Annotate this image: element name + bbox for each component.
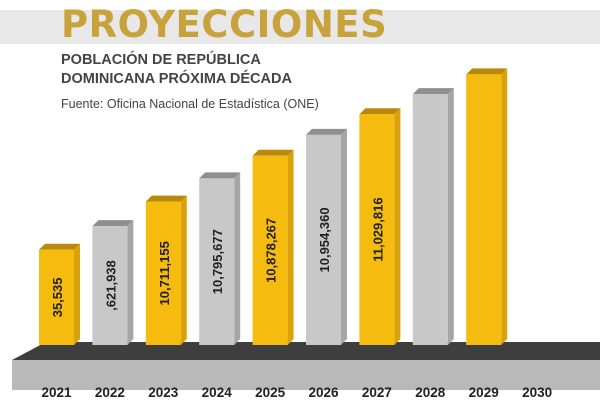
bar-top-2029 [466,68,508,75]
data-label-2021: 35,535 [50,278,65,318]
x-tick-label-2022: 2022 [95,385,125,400]
x-tick-label-2021: 2021 [41,385,72,400]
bar-side-2022 [127,220,134,345]
chart-subtitle: POBLACIÓN DE REPÚBLICA DOMINICANA PRÓXIM… [61,51,401,89]
x-tick-label-2024: 2024 [202,385,233,400]
data-label-2027: 11,029,816 [370,197,385,261]
x-tick-label-2023: 2023 [148,385,179,400]
bar-top-2022 [92,220,134,227]
bar-2026 [306,134,341,345]
bar-side-2026 [341,128,347,345]
bar-side-2024 [234,172,241,345]
bar-side-2025 [287,149,294,345]
chart-title: PROYECCIONES [61,3,388,46]
bar-2021 [39,249,74,345]
chart-header: PROYECCIONES POBLACIÓN DE REPÚBLICA DOMI… [0,0,600,120]
data-label-2025: 10,878,267 [264,218,279,283]
bar-2025 [252,155,288,345]
bar-side-2023 [180,195,187,345]
bar-side-2028 [447,88,454,346]
bar-top-2026 [306,128,347,135]
x-tick-label-2030: 2030 [522,385,552,400]
data-label-2024: 10,795,677 [210,229,225,294]
bar-2022 [92,226,128,345]
platform-top [12,342,600,360]
bar-side-2029 [501,68,508,345]
bar-top-2021 [39,243,80,250]
title-band [0,10,600,44]
bar-top-2027 [359,108,401,115]
bar-top-2024 [199,172,241,179]
bar-2023 [145,201,181,345]
bar-top-2023 [145,195,187,202]
bar-2024 [199,178,235,345]
bar-top-2028 [412,88,454,95]
subtitle-line-2: DOMINICANA PRÓXIMA DÉCADA [61,71,292,87]
data-label-2022: ,621,938 [103,260,118,311]
x-tick-label-2027: 2027 [362,385,392,400]
bar-2028 [412,94,448,346]
x-tick-label-2028: 2028 [415,385,446,400]
bar-top-2025 [252,149,294,156]
bar-side-2027 [394,108,401,345]
bar-2029 [466,74,502,345]
data-label-2023: 10,711,155 [157,241,172,305]
subtitle-line-1: POBLACIÓN DE REPÚBLICA [61,52,261,68]
x-tick-label-2029: 2029 [469,385,499,400]
x-tick-label-2026: 2026 [308,385,339,400]
x-tick-label-2025: 2025 [255,385,286,400]
bar-2027 [359,114,395,345]
bar-side-2021 [74,243,80,345]
platform-front [12,360,600,390]
data-label-2026: 10,954,360 [317,207,332,272]
chart-source: Fuente: Oficina Nacional de Estadística … [61,97,319,111]
